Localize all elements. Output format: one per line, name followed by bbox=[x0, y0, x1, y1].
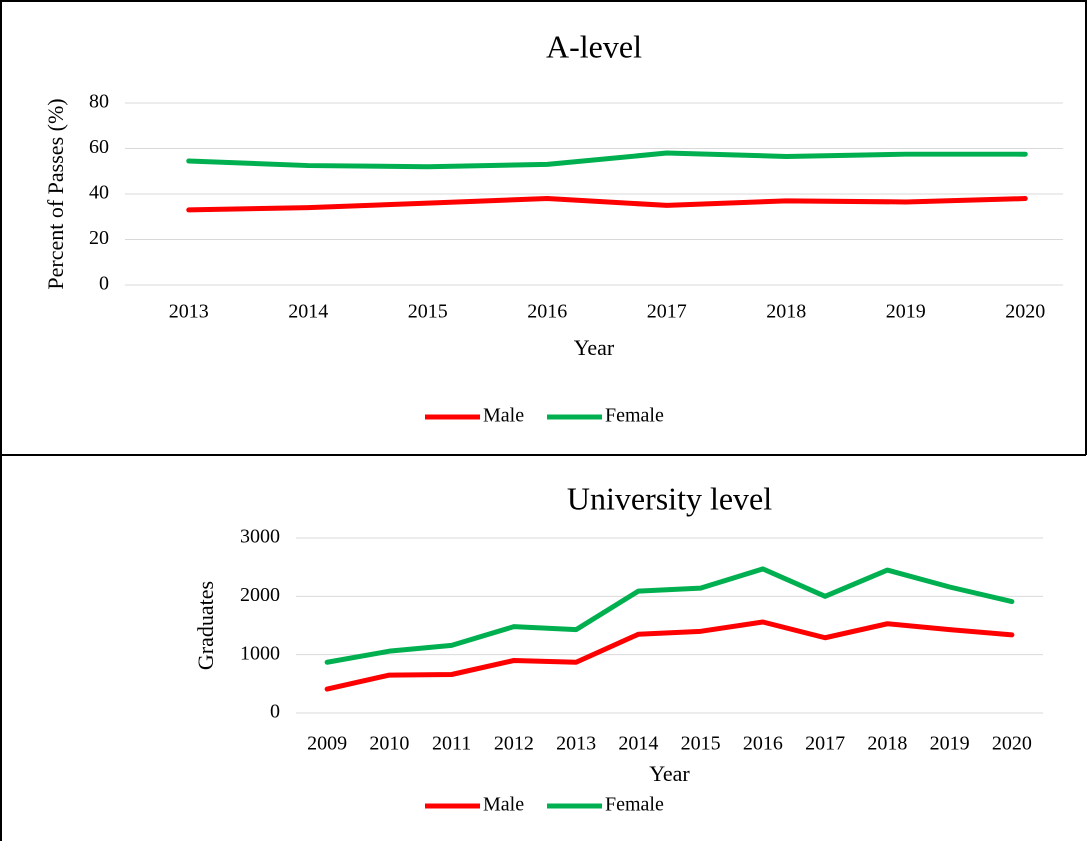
chart-title: University level bbox=[567, 480, 772, 516]
x-tick-label: 2016 bbox=[527, 301, 567, 323]
x-tick-label: 2020 bbox=[992, 733, 1032, 755]
x-tick-label: 2015 bbox=[681, 733, 721, 755]
x-axis-title: Year bbox=[574, 335, 615, 360]
x-tick-label: 2017 bbox=[805, 733, 845, 755]
series-line bbox=[324, 566, 1015, 665]
legend-label: Female bbox=[605, 405, 664, 427]
legend-label: Male bbox=[483, 405, 524, 427]
x-tick-label: 2014 bbox=[618, 733, 658, 755]
y-tick-label: 40 bbox=[89, 182, 109, 204]
x-tick-label: 2020 bbox=[1005, 301, 1045, 323]
x-tick-label: 2016 bbox=[743, 733, 783, 755]
x-axis-title: Year bbox=[649, 761, 690, 786]
x-tick-label: 2010 bbox=[369, 733, 409, 755]
x-tick-label: 2011 bbox=[432, 733, 471, 755]
series-line bbox=[324, 619, 1015, 692]
y-tick-label: 0 bbox=[99, 273, 109, 295]
y-axis-title: Percent of Passes (%) bbox=[43, 98, 68, 289]
y-tick-label: 2000 bbox=[240, 584, 280, 606]
x-tick-label: 2013 bbox=[169, 301, 209, 323]
y-tick-label: 3000 bbox=[240, 526, 280, 548]
x-tick-label: 2014 bbox=[288, 301, 328, 323]
series-line bbox=[186, 196, 1028, 213]
x-tick-label: 2018 bbox=[766, 301, 806, 323]
x-tick-label: 2019 bbox=[886, 301, 926, 323]
y-tick-label: 1000 bbox=[240, 642, 280, 664]
legend-label: Female bbox=[605, 794, 664, 816]
series-line bbox=[186, 150, 1028, 170]
y-axis-title: Graduates bbox=[193, 581, 218, 670]
x-tick-label: 2018 bbox=[867, 733, 907, 755]
x-tick-label: 2019 bbox=[930, 733, 970, 755]
x-tick-label: 2012 bbox=[494, 733, 534, 755]
y-tick-label: 80 bbox=[89, 91, 109, 113]
x-tick-label: 2013 bbox=[556, 733, 596, 755]
y-tick-label: 20 bbox=[89, 227, 109, 249]
x-tick-label: 2009 bbox=[307, 733, 347, 755]
x-tick-label: 2017 bbox=[647, 301, 687, 323]
x-tick-label: 2015 bbox=[408, 301, 448, 323]
legend-label: Male bbox=[483, 794, 524, 816]
chart-title: A-level bbox=[546, 28, 642, 64]
y-tick-label: 0 bbox=[270, 701, 280, 723]
y-tick-label: 60 bbox=[89, 136, 109, 158]
